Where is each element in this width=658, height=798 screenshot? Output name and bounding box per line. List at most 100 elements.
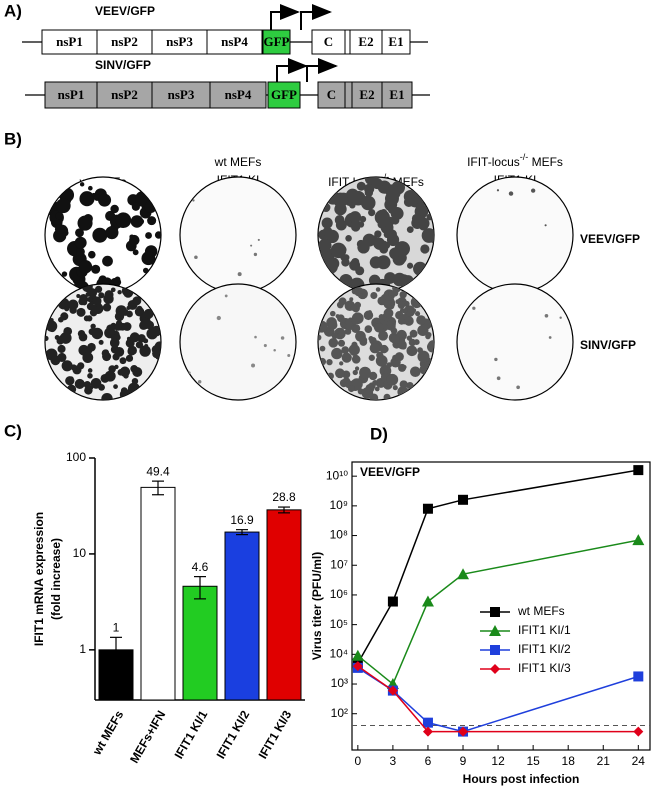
x-tick-label: 6 bbox=[425, 754, 432, 768]
plaque bbox=[406, 381, 414, 390]
marker bbox=[632, 534, 645, 546]
plaque bbox=[75, 228, 84, 238]
gene-box bbox=[96, 81, 153, 109]
plaque bbox=[326, 359, 333, 366]
y-tick-label: 100 bbox=[66, 450, 86, 464]
panel-label: C) bbox=[4, 421, 22, 440]
promoter-arrow bbox=[276, 58, 308, 82]
plaque bbox=[383, 231, 391, 239]
gene-box bbox=[267, 81, 301, 109]
plaque bbox=[419, 364, 430, 375]
plaque bbox=[123, 373, 129, 379]
gene-label: C bbox=[324, 34, 333, 49]
plaque bbox=[87, 368, 93, 373]
plaque bbox=[135, 341, 144, 349]
plaque bbox=[416, 315, 426, 325]
gene-label: nsP2 bbox=[111, 34, 138, 49]
bar bbox=[224, 531, 260, 701]
plaque bbox=[117, 289, 122, 295]
plaque bbox=[70, 364, 77, 371]
plaque bbox=[429, 235, 434, 244]
plaque bbox=[114, 347, 123, 355]
plaque bbox=[136, 305, 143, 312]
y-axis-label: IFIT1 mRNA expression bbox=[32, 512, 46, 646]
y-tick-label: 10⁴ bbox=[329, 647, 348, 661]
marker bbox=[387, 596, 398, 607]
plaque bbox=[106, 324, 116, 334]
plaque bbox=[113, 384, 118, 389]
gene-box bbox=[381, 81, 413, 109]
x-tick-label: 18 bbox=[562, 754, 576, 768]
plaque bbox=[76, 294, 81, 299]
marker bbox=[422, 717, 433, 728]
plaque bbox=[420, 244, 430, 254]
plaque bbox=[78, 297, 86, 306]
plaque bbox=[152, 349, 161, 359]
bar bbox=[266, 509, 302, 701]
annotation: VEEV/GFP bbox=[360, 465, 420, 479]
plaque bbox=[350, 305, 357, 312]
title-part: MEFs bbox=[528, 155, 563, 169]
legend-marker bbox=[490, 645, 500, 655]
gene-label: C bbox=[327, 87, 336, 102]
plaque bbox=[250, 244, 253, 247]
plaque bbox=[326, 328, 332, 333]
plaque bbox=[54, 334, 60, 340]
plaque bbox=[372, 380, 378, 386]
y-axis-label: (fold increase) bbox=[49, 538, 63, 620]
plaque bbox=[378, 330, 389, 341]
marker bbox=[422, 503, 433, 514]
plaque bbox=[98, 292, 105, 299]
plaque bbox=[397, 301, 406, 310]
gene-label: E1 bbox=[388, 34, 403, 49]
plaque bbox=[334, 215, 345, 225]
plaque bbox=[110, 204, 119, 214]
y-tick-label: 10⁵ bbox=[330, 617, 348, 631]
legend-label: IFIT1 KI/2 bbox=[518, 642, 571, 656]
column-title: IFIT-locus-/- MEFs bbox=[467, 152, 563, 169]
plaque bbox=[399, 308, 405, 313]
plaque bbox=[378, 240, 389, 252]
plaque bbox=[352, 354, 360, 362]
plaque bbox=[406, 226, 414, 233]
plaque bbox=[263, 343, 267, 348]
plaque bbox=[98, 339, 104, 345]
plaque bbox=[61, 360, 73, 372]
y-tick-label: 1 bbox=[79, 642, 86, 656]
plaque bbox=[85, 291, 91, 297]
y-tick-label: 10⁶ bbox=[330, 587, 348, 601]
plaque bbox=[494, 357, 498, 362]
plaque bbox=[353, 324, 360, 331]
plaque bbox=[386, 362, 393, 368]
plaque bbox=[318, 334, 322, 341]
plaque bbox=[374, 230, 382, 238]
plaque bbox=[415, 311, 421, 317]
plaque bbox=[64, 306, 70, 312]
plaque bbox=[386, 320, 394, 328]
plaque bbox=[216, 315, 221, 321]
plaque bbox=[340, 253, 348, 261]
plaque bbox=[370, 292, 378, 300]
plaque bbox=[328, 337, 339, 348]
plaque bbox=[391, 289, 399, 297]
plaque bbox=[328, 320, 338, 330]
gene-box bbox=[349, 29, 383, 55]
marker bbox=[421, 595, 434, 607]
gene-box bbox=[206, 29, 263, 55]
plaque bbox=[368, 274, 381, 287]
plaque bbox=[79, 182, 85, 187]
plaque bbox=[78, 259, 93, 274]
plaque bbox=[45, 335, 49, 341]
plaque bbox=[115, 212, 132, 229]
plaque bbox=[101, 393, 113, 400]
plaque bbox=[410, 296, 423, 309]
plaque bbox=[55, 212, 63, 220]
plaques bbox=[472, 306, 562, 390]
plaque bbox=[129, 234, 140, 246]
plaque bbox=[98, 384, 105, 391]
gene-label: nsP3 bbox=[168, 87, 195, 102]
plaque bbox=[391, 216, 400, 225]
plaque bbox=[355, 266, 365, 276]
plaque bbox=[417, 350, 430, 363]
plaque bbox=[90, 323, 96, 329]
